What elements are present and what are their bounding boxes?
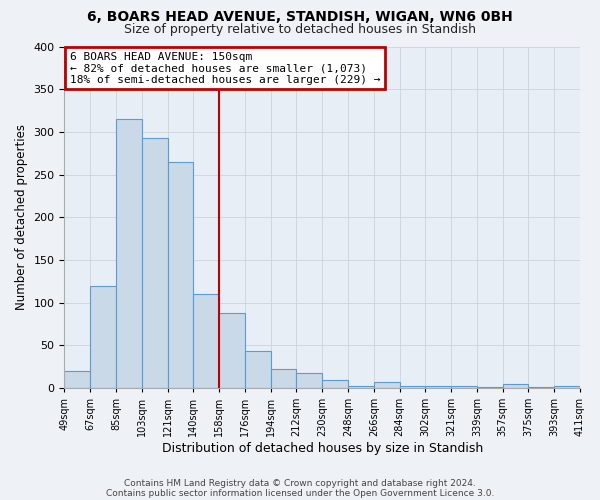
Bar [271,370,296,388]
Bar [167,162,193,388]
Y-axis label: Number of detached properties: Number of detached properties [15,124,28,310]
Text: 6, BOARS HEAD AVENUE, STANDISH, WIGAN, WN6 0BH: 6, BOARS HEAD AVENUE, STANDISH, WIGAN, W… [87,10,513,24]
Bar [503,384,529,388]
Bar [296,372,322,388]
Bar [193,294,219,388]
Bar [374,382,400,388]
Bar [425,386,451,388]
Bar [90,286,116,388]
Bar [142,138,167,388]
Text: Contains HM Land Registry data © Crown copyright and database right 2024.: Contains HM Land Registry data © Crown c… [124,478,476,488]
Bar [477,387,503,388]
Bar [400,386,425,388]
Bar [348,386,374,388]
Bar [116,119,142,388]
Text: Contains public sector information licensed under the Open Government Licence 3.: Contains public sector information licen… [106,488,494,498]
X-axis label: Distribution of detached houses by size in Standish: Distribution of detached houses by size … [161,442,483,455]
Bar [219,313,245,388]
Text: Size of property relative to detached houses in Standish: Size of property relative to detached ho… [124,22,476,36]
Bar [322,380,348,388]
Bar [529,387,554,388]
Bar [554,386,580,388]
Bar [451,386,477,388]
Bar [64,371,90,388]
Bar [245,352,271,388]
Text: 6 BOARS HEAD AVENUE: 150sqm
← 82% of detached houses are smaller (1,073)
18% of : 6 BOARS HEAD AVENUE: 150sqm ← 82% of det… [70,52,380,85]
